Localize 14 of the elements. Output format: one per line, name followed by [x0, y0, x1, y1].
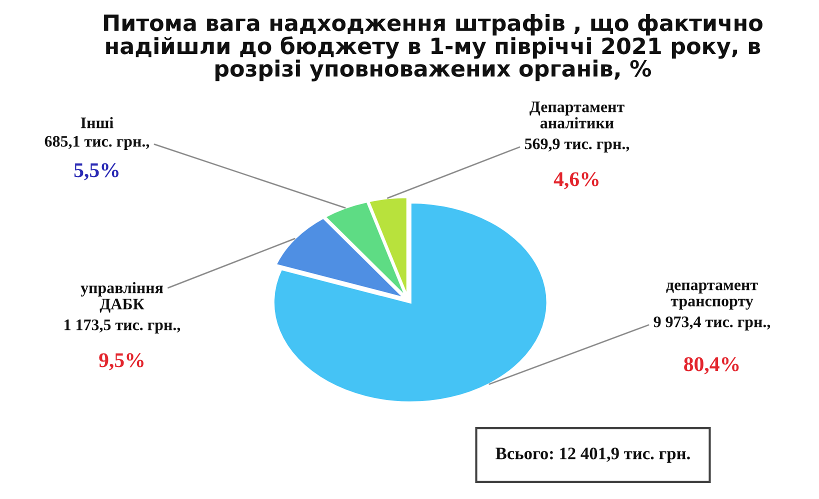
text: Всього: 12 401,9 тис. грн. [496, 448, 690, 463]
data-label: 685,1 тис. грн., [44, 136, 150, 150]
chart-title: Питома вага надходження штрафів , що фактично надійшли до бюджету в 1-му півріччі 2021 року, в розрізі уповноважених органів, % [104, 14, 762, 82]
text: 5,5% [74, 163, 118, 180]
text: 9,5% [99, 353, 144, 370]
slice-label: Департамент аналітики [530, 102, 624, 128]
slice-label: управління ДАБК [80, 282, 164, 313]
data-label: 9 973,4 тис. грн., [654, 316, 770, 330]
slice-label: департамент транспорту [666, 282, 758, 310]
text: 80,4% [684, 357, 739, 374]
text: 4,6% [554, 172, 598, 190]
data-label: 1 173,5 тис. грн., [64, 320, 180, 334]
slice-label: Інші [80, 117, 114, 128]
data-label: 569,9 тис. грн., [524, 138, 630, 152]
